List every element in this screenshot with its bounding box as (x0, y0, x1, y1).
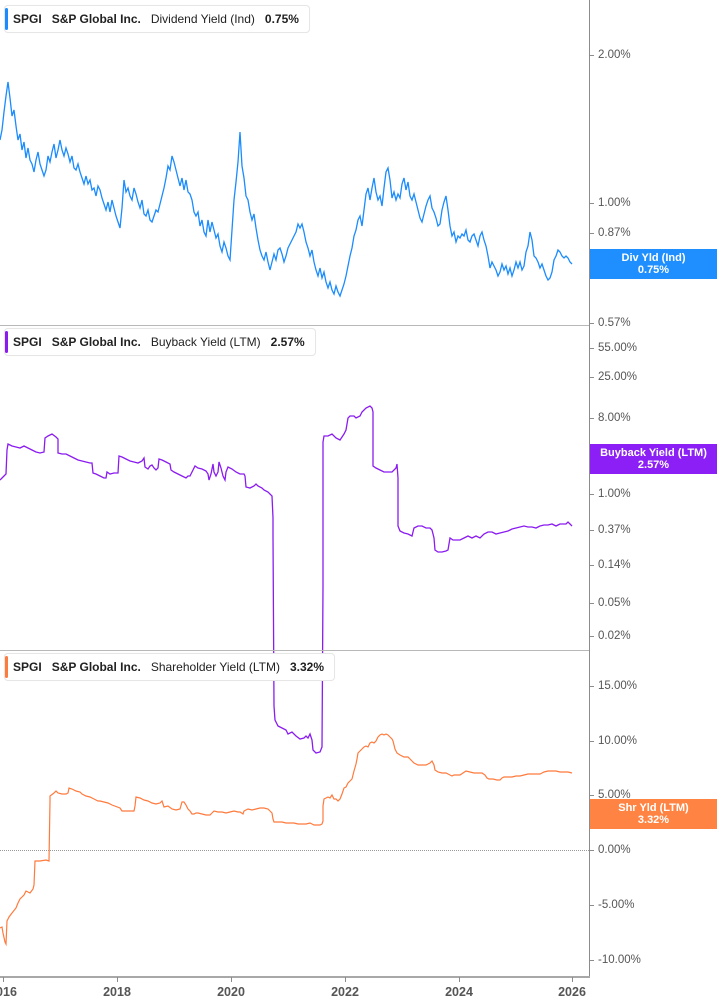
dividend-yield-line (0, 81, 573, 298)
y-tick (590, 233, 594, 234)
shareholder-yield-pane: SPGI S&P Global Inc. Shareholder Yield (… (0, 651, 717, 977)
x-tick (117, 977, 118, 982)
y-tick-label: -10.00% (598, 954, 641, 966)
x-tick-label: 2018 (103, 985, 131, 999)
y-axis[interactable] (589, 0, 590, 977)
y-tick-label: 55.00% (598, 342, 638, 354)
metric-value: 0.75% (264, 12, 299, 26)
y-tick (590, 686, 594, 687)
metric-name: Shareholder Yield (LTM) (150, 660, 280, 674)
shareholder-yield-line (0, 733, 573, 947)
y-tick (590, 603, 594, 604)
y-tick (590, 960, 594, 961)
y-tick-label: 8.00% (598, 412, 631, 424)
dividend-yield-value-tag: Div Yld (Ind) 0.75% (590, 249, 717, 279)
buyback-yield-pane: SPGI S&P Global Inc. Buyback Yield (LTM)… (0, 326, 717, 754)
y-tick (590, 348, 594, 349)
x-tick (231, 977, 232, 982)
tag-value: 2.57% (637, 459, 670, 471)
metric-value: 3.32% (290, 660, 325, 674)
y-tick-label: 0.87% (598, 227, 631, 239)
metric-name: Dividend Yield (Ind) (150, 12, 255, 26)
y-tick-label: -5.00% (598, 899, 635, 911)
y-tick (590, 377, 594, 378)
y-tick-label: 1.00% (598, 197, 631, 209)
x-tick (345, 977, 346, 982)
dividend-yield-legend[interactable]: SPGI S&P Global Inc. Dividend Yield (Ind… (4, 5, 310, 33)
y-tick-label: 0.14% (598, 559, 631, 571)
dividend-yield-pane: SPGI S&P Global Inc. Dividend Yield (Ind… (0, 0, 717, 329)
y-tick (590, 530, 594, 531)
y-tick (590, 323, 594, 324)
series-color-marker (5, 656, 8, 678)
y-tick-label: 2.00% (598, 49, 631, 61)
y-tick (590, 55, 594, 56)
y-tick (590, 850, 594, 851)
y-tick-label: 0.57% (598, 317, 631, 329)
buyback-yield-line (0, 405, 573, 754)
y-tick (590, 636, 594, 637)
pane-divider[interactable] (0, 650, 589, 651)
metric-value: 2.57% (270, 335, 305, 349)
y-tick-label: 5.00% (598, 789, 631, 801)
x-axis[interactable] (0, 976, 590, 978)
y-tick-label: 1.00% (598, 488, 631, 500)
y-tick (590, 795, 594, 796)
x-tick-label: 2022 (331, 985, 359, 999)
y-tick (590, 418, 594, 419)
company-name: S&P Global Inc. (51, 335, 141, 349)
shareholder-yield-value-tag: Shr Yld (LTM) 3.32% (590, 799, 717, 829)
tag-value: 0.75% (637, 264, 670, 276)
y-tick-label: 25.00% (598, 371, 638, 383)
shareholder-yield-legend[interactable]: SPGI S&P Global Inc. Shareholder Yield (… (4, 653, 336, 681)
y-tick-label: 0.02% (598, 630, 631, 642)
x-tick-label: 2016 (0, 985, 17, 999)
y-tick-label: 0.37% (598, 524, 631, 536)
buyback-yield-value-tag: Buyback Yield (LTM) 2.57% (590, 444, 717, 474)
tag-label: Shr Yld (LTM) (618, 802, 689, 814)
ticker: SPGI (13, 12, 42, 26)
x-tick (459, 977, 460, 982)
x-tick (572, 977, 573, 982)
y-tick-label: 15.00% (598, 680, 638, 692)
y-tick (590, 565, 594, 566)
x-tick (3, 977, 4, 982)
tag-label: Div Yld (Ind) (621, 252, 686, 264)
company-name: S&P Global Inc. (51, 660, 141, 674)
y-tick (590, 203, 594, 204)
x-tick-label: 2020 (217, 985, 245, 999)
company-name: S&P Global Inc. (51, 12, 141, 26)
y-tick-label: 10.00% (598, 735, 638, 747)
y-tick (590, 741, 594, 742)
y-tick (590, 905, 594, 906)
y-tick (590, 494, 594, 495)
tag-value: 3.32% (637, 814, 670, 826)
x-tick-label: 2026 (558, 985, 586, 999)
zero-reference-line (0, 850, 589, 851)
ticker: SPGI (13, 335, 42, 349)
y-tick-label: 0.00% (598, 844, 631, 856)
tag-label: Buyback Yield (LTM) (600, 447, 707, 459)
series-color-marker (5, 331, 8, 353)
metric-name: Buyback Yield (LTM) (150, 335, 261, 349)
pane-divider[interactable] (0, 325, 589, 326)
y-tick-label: 0.05% (598, 597, 631, 609)
ticker: SPGI (13, 660, 42, 674)
series-color-marker (5, 8, 8, 30)
buyback-yield-legend[interactable]: SPGI S&P Global Inc. Buyback Yield (LTM)… (4, 328, 316, 356)
x-tick-label: 2024 (445, 985, 473, 999)
